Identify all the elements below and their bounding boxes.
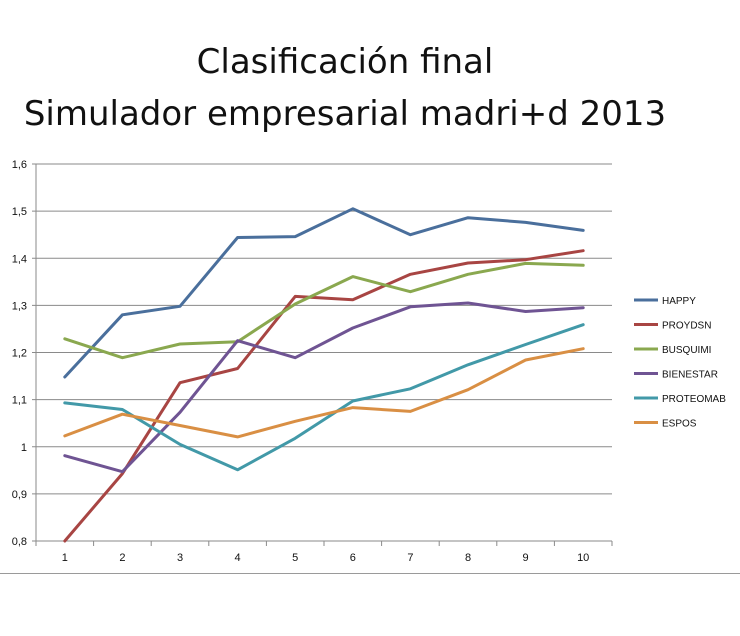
y-axis-ticks: 0,8 0,9 1 1,1 1,2 1,3 1,4 1,5 1,6 [12, 159, 36, 548]
series-line-happy [63, 207, 585, 379]
series-lines [63, 207, 585, 543]
gridlines [36, 163, 612, 542]
y-tick-label: 1,1 [12, 395, 27, 407]
x-tick-label: 4 [235, 552, 241, 564]
series-line-busquimi [63, 261, 585, 360]
chart-subtitle: Simulador empresarial madri+d 2013 [23, 94, 667, 134]
x-tick-label: 10 [577, 552, 589, 564]
y-tick-label: 1,5 [12, 206, 27, 218]
y-tick-label: 0,9 [12, 489, 27, 501]
x-tick-label: 2 [119, 552, 125, 564]
bottom-divider [0, 573, 740, 574]
x-tick-label: 3 [177, 552, 183, 564]
x-tick-label: 6 [350, 552, 356, 564]
legend-label-bienestar: BIENESTAR [662, 370, 718, 381]
x-tick-label: 5 [292, 552, 298, 564]
x-tick-label: 1 [62, 552, 68, 564]
y-tick-label: 1,3 [12, 300, 27, 312]
series-line-proteomab [63, 323, 585, 472]
x-axis-ticks: 1 2 3 4 5 6 7 8 9 10 [35, 541, 613, 564]
legend-label-busquimi: BUSQUIMI [662, 345, 711, 356]
x-tick-label: 9 [523, 552, 529, 564]
y-tick-label: 1,4 [12, 253, 27, 265]
y-tick-label: 1,6 [12, 159, 27, 171]
y-tick-label: 0,8 [12, 536, 27, 548]
series-line-proydsn [63, 249, 585, 543]
series-line-bienestar [63, 301, 585, 474]
y-tick-label: 1 [21, 442, 27, 454]
legend-label-espos: ESPOS [662, 419, 697, 430]
x-tick-label: 8 [465, 552, 471, 564]
legend-label-proteomab: PROTEOMAB [662, 394, 726, 405]
y-tick-label: 1,2 [12, 348, 27, 360]
series-line-espos [63, 347, 585, 439]
legend-label-proydsn: PROYDSN [662, 321, 711, 332]
chart-title: Clasificación final [196, 42, 494, 82]
legend: HAPPY PROYDSN BUSQUIMI BIENESTAR PROTEOMAB ES… [634, 296, 726, 430]
legend-label-happy: HAPPY [662, 296, 696, 307]
x-tick-label: 7 [407, 552, 413, 564]
